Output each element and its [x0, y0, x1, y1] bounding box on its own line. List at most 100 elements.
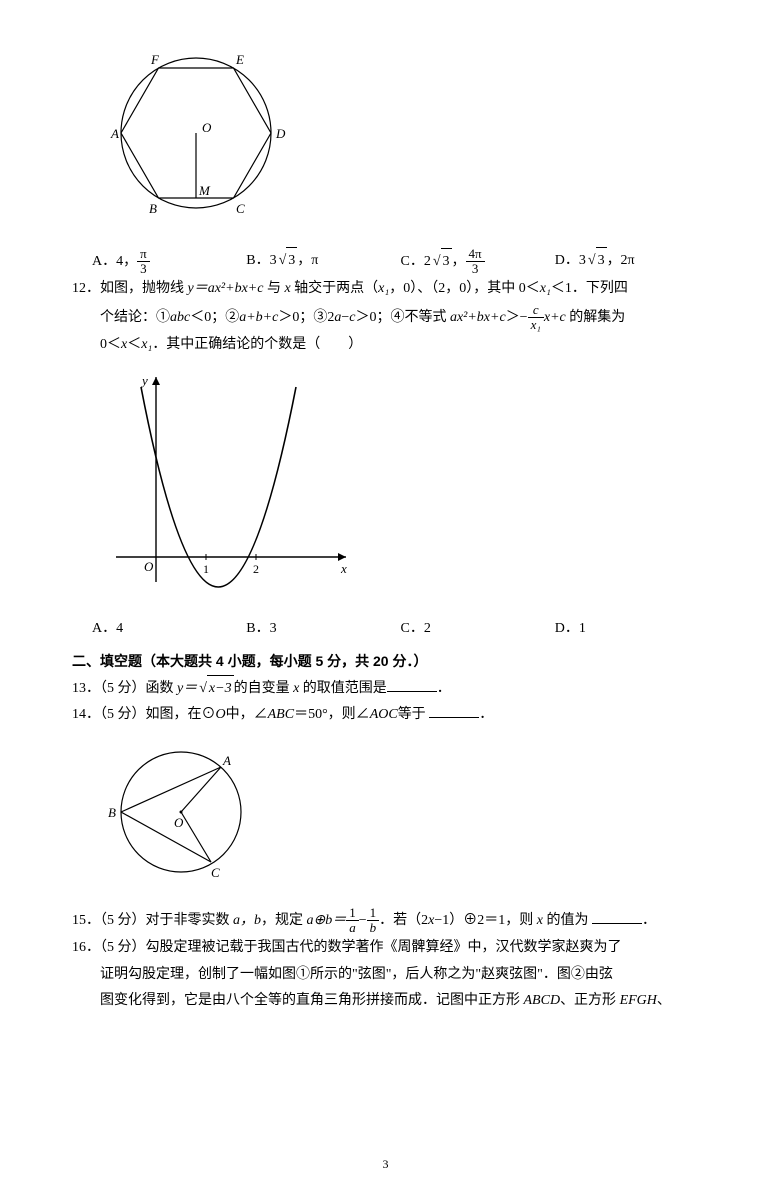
var: EFGH [620, 993, 657, 1008]
svg-text:C: C [211, 865, 220, 880]
section2-title: 二、填空题（本大题共 4 小题，每小题 5 分，共 20 分．） [72, 648, 699, 675]
text: 图变化得到，它是由八个全等的直角三角形拼接而成．记图中正方形 [100, 993, 524, 1008]
text: 勾股定理被记载于我国古代的数学著作《周髀算经》中，汉代数学家赵爽为了 [146, 940, 622, 955]
text: ． [479, 707, 493, 722]
q12-options: A．4 B．3 C．2 D．1 [92, 616, 699, 643]
svg-text:F: F [150, 52, 160, 67]
var: AOC [370, 707, 398, 722]
q12-line2: 个结论：①abc＜0；②a+b+c＞0；③2a−c＞0；④不等式 ax²+bx+… [100, 303, 699, 333]
text: − [359, 913, 367, 928]
var: abc [170, 310, 190, 325]
text: ．若（2 [379, 913, 428, 928]
text: 如图，抛物线 [100, 281, 188, 296]
text: ，0）、（2，0），其中 0＜ [389, 281, 540, 296]
q14-circle-figure: A B C O [96, 737, 699, 898]
eq: y＝ax²+bx+c [188, 281, 264, 296]
q12-line1: 12．如图，抛物线 y＝ax²+bx+c 与 x 轴交于两点（x₁，0）、（2，… [72, 276, 699, 303]
num: c [528, 303, 544, 318]
text: ， [452, 254, 466, 269]
points: （5 分） [100, 707, 146, 722]
eq: y＝ [177, 681, 197, 696]
text: ＝50°，则∠ [294, 707, 370, 722]
num: π [137, 247, 150, 262]
text: 等于 [398, 707, 426, 722]
svg-text:x: x [340, 561, 347, 576]
q15: 15．（5 分）对于非零实数 a，b，规定 a⊕b＝1a−1b．若（2x−1）⊕… [72, 906, 699, 936]
q11-opt-a: A．4，π3 [92, 247, 236, 277]
q16-line3: 图变化得到，它是由八个全等的直角三角形拼接而成．记图中正方形 ABCD、正方形 … [100, 988, 699, 1015]
q11-opt-d: D．3 3，2π [555, 247, 699, 277]
num: 1 [346, 906, 359, 921]
q14: 14．（5 分）如图，在⊙O中，∠ABC＝50°，则∠AOC等于 ． [72, 702, 699, 729]
svg-text:B: B [149, 201, 157, 216]
var: x₁ [141, 337, 152, 352]
q-number: 13． [72, 681, 100, 696]
q12-opt-d: D．1 [555, 616, 699, 643]
var: a⊕b＝ [307, 913, 347, 928]
den: a [346, 921, 359, 935]
den: x₁ [528, 318, 544, 332]
text: ＜0；② [190, 310, 239, 325]
q11-options: A．4，π3 B．33，π C．23，4π3 D．33，2π [92, 247, 699, 277]
text: B．3 [246, 253, 276, 268]
rad: 3 [596, 247, 607, 275]
var: x₁ [378, 281, 389, 296]
svg-text:E: E [235, 52, 244, 67]
svg-text:C: C [236, 201, 245, 216]
q11-hexagon-figure: A F E D C B O M [96, 38, 699, 239]
text: 个结论：① [100, 310, 170, 325]
den: b [367, 921, 380, 935]
q11-opt-c: C．23，4π3 [401, 247, 545, 277]
text: 与 [263, 281, 284, 296]
text: D．3 [555, 253, 586, 268]
blank [592, 910, 642, 924]
text: ，2π [607, 253, 635, 268]
var: ABC [268, 707, 294, 722]
svg-text:D: D [275, 126, 286, 141]
svg-text:2: 2 [253, 562, 259, 576]
text: ＜1．下列四 [551, 281, 628, 296]
text: C．2 [401, 254, 431, 269]
q-number: 16． [72, 940, 100, 955]
svg-text:y: y [140, 373, 148, 388]
blank [429, 704, 479, 718]
den: 3 [466, 262, 485, 276]
svg-text:A: A [110, 126, 119, 141]
den: 3 [137, 262, 150, 276]
q12-line3: 0＜x＜x₁．其中正确结论的个数是（ ） [100, 332, 699, 359]
text: A．4， [92, 254, 137, 269]
text: 的解集为 [566, 310, 626, 325]
q12-opt-c: C．2 [401, 616, 545, 643]
text: ，规定 [261, 913, 307, 928]
q12-opt-b: B．3 [246, 616, 390, 643]
q-number: 12． [72, 281, 100, 296]
var: a+b+c [239, 310, 278, 325]
text: −1）⊕2＝1，则 [434, 913, 536, 928]
text: 、 [657, 993, 671, 1008]
text: ＞0；④不等式 [355, 310, 450, 325]
text: 的值为 [543, 913, 589, 928]
q12-parabola-figure: O x y 1 2 [96, 367, 699, 608]
var: O [216, 707, 226, 722]
svg-text:1: 1 [203, 562, 209, 576]
var: x₁ [540, 281, 551, 296]
blank [387, 678, 437, 692]
rad: 3 [286, 247, 297, 275]
q13: 13．（5 分）函数 y＝x−3的自变量 x 的取值范围是． [72, 675, 699, 703]
text: ＞0；③2 [278, 310, 334, 325]
svg-text:M: M [198, 183, 211, 198]
var: ABCD [524, 993, 561, 1008]
text: 函数 [146, 681, 178, 696]
svg-text:O: O [144, 559, 154, 574]
svg-text:O: O [174, 815, 184, 830]
rad: 3 [441, 248, 452, 276]
points: （5 分） [100, 940, 146, 955]
text: 的自变量 [234, 681, 294, 696]
text: 轴交于两点（ [291, 281, 379, 296]
page-number: 3 [0, 1153, 771, 1176]
svg-text:A: A [222, 753, 231, 768]
num: 1 [367, 906, 380, 921]
text: 对于非零实数 [146, 913, 234, 928]
var: a，b [233, 913, 261, 928]
svg-text:O: O [202, 120, 212, 135]
